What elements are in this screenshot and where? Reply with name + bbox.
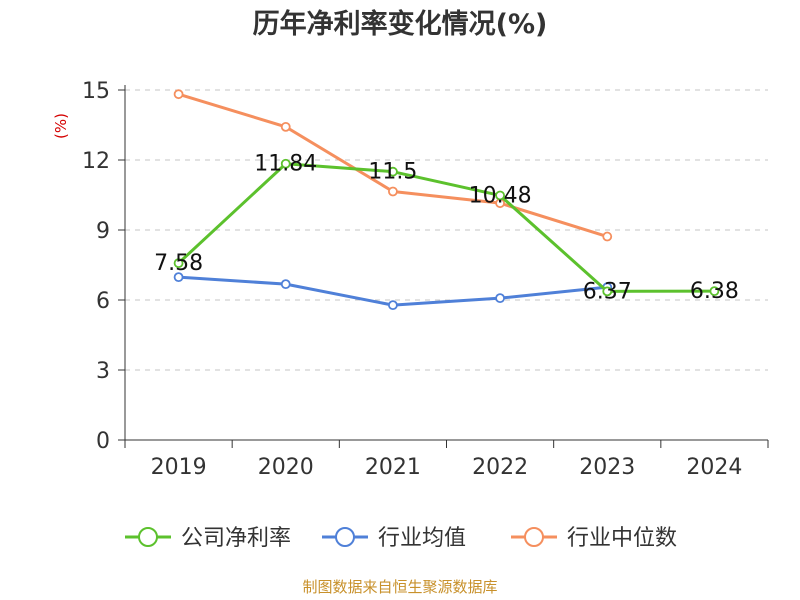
source-note: 制图数据来自恒生聚源数据库 [302, 578, 497, 596]
data-label: 11.84 [254, 152, 317, 177]
legend-item-0: 公司净利率 [125, 526, 291, 551]
data-point [388, 166, 398, 177]
series-2 [173, 89, 613, 242]
axes: 0 3 6 9 12 15 2019 2020 2021 2022 2023 2024 [82, 79, 769, 480]
legend-label: 行业中位数 [567, 526, 677, 551]
legend-label: 公司净利率 [181, 526, 291, 551]
data-point [280, 279, 291, 290]
y-axis-unit-label: (%) [52, 113, 70, 139]
legend-item-2: 行业中位数 [511, 526, 677, 551]
series-0 [173, 158, 720, 297]
data-point [280, 121, 291, 132]
data-point [602, 286, 613, 297]
data-label: 7.58 [154, 251, 203, 276]
legend-item-1: 行业均值 [322, 526, 466, 551]
y-tick-label: 6 [96, 289, 110, 314]
chart-title: 历年净利率变化情况(%) [253, 8, 548, 40]
y-tick-label: 15 [82, 79, 110, 104]
y-tick-label: 0 [96, 429, 110, 454]
legend-marker [524, 527, 544, 547]
x-tick-label: 2021 [365, 455, 421, 480]
legend-marker [138, 527, 158, 547]
data-labels: 7.58 11.84 11.5 10.48 6.37 6.38 [154, 152, 739, 305]
data-point [388, 186, 398, 197]
data-point [602, 231, 613, 242]
series-lines [173, 89, 720, 311]
data-label: 10.48 [469, 183, 532, 208]
x-tick-label: 2019 [151, 455, 207, 480]
data-label: 6.37 [583, 279, 632, 304]
data-point [280, 158, 291, 169]
data-label: 6.38 [690, 279, 739, 304]
legend-label: 行业均值 [378, 526, 466, 551]
x-tick-label: 2024 [686, 455, 742, 480]
data-point [173, 272, 184, 283]
legend: 公司净利率 行业均值 行业中位数 [125, 526, 677, 551]
grid-lines [125, 89, 768, 371]
x-tick-label: 2020 [258, 455, 314, 480]
data-point [495, 190, 505, 201]
y-tick-label: 3 [96, 359, 110, 384]
data-point [173, 89, 184, 100]
legend-marker [335, 527, 355, 547]
data-point [388, 300, 398, 311]
y-tick-label: 9 [96, 219, 110, 244]
x-tick-label: 2022 [472, 455, 528, 480]
x-tick-label: 2023 [579, 455, 635, 480]
series-line [177, 162, 715, 293]
data-point [173, 258, 184, 269]
data-label: 11.5 [368, 160, 417, 185]
data-point [495, 293, 505, 304]
series-1 [173, 272, 613, 311]
y-tick-label: 12 [82, 149, 110, 174]
data-point [709, 286, 720, 297]
